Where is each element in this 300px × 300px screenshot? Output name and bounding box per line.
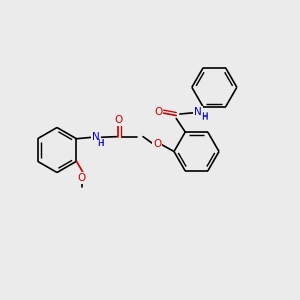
- Text: O: O: [114, 115, 123, 125]
- Text: N: N: [92, 132, 100, 142]
- Text: H: H: [201, 112, 208, 122]
- Text: O: O: [78, 173, 86, 183]
- Text: N: N: [194, 107, 202, 117]
- Text: O: O: [154, 106, 162, 117]
- Text: O: O: [153, 139, 161, 149]
- Text: O: O: [114, 115, 123, 125]
- Text: N: N: [194, 107, 202, 117]
- Text: O: O: [78, 173, 86, 183]
- Text: H: H: [97, 139, 104, 148]
- Text: H: H: [98, 139, 104, 148]
- Text: O: O: [154, 106, 162, 117]
- Text: N: N: [92, 132, 100, 142]
- Text: O: O: [153, 139, 161, 149]
- Text: N: N: [92, 132, 100, 142]
- Text: H: H: [201, 112, 207, 121]
- Text: N: N: [194, 107, 202, 117]
